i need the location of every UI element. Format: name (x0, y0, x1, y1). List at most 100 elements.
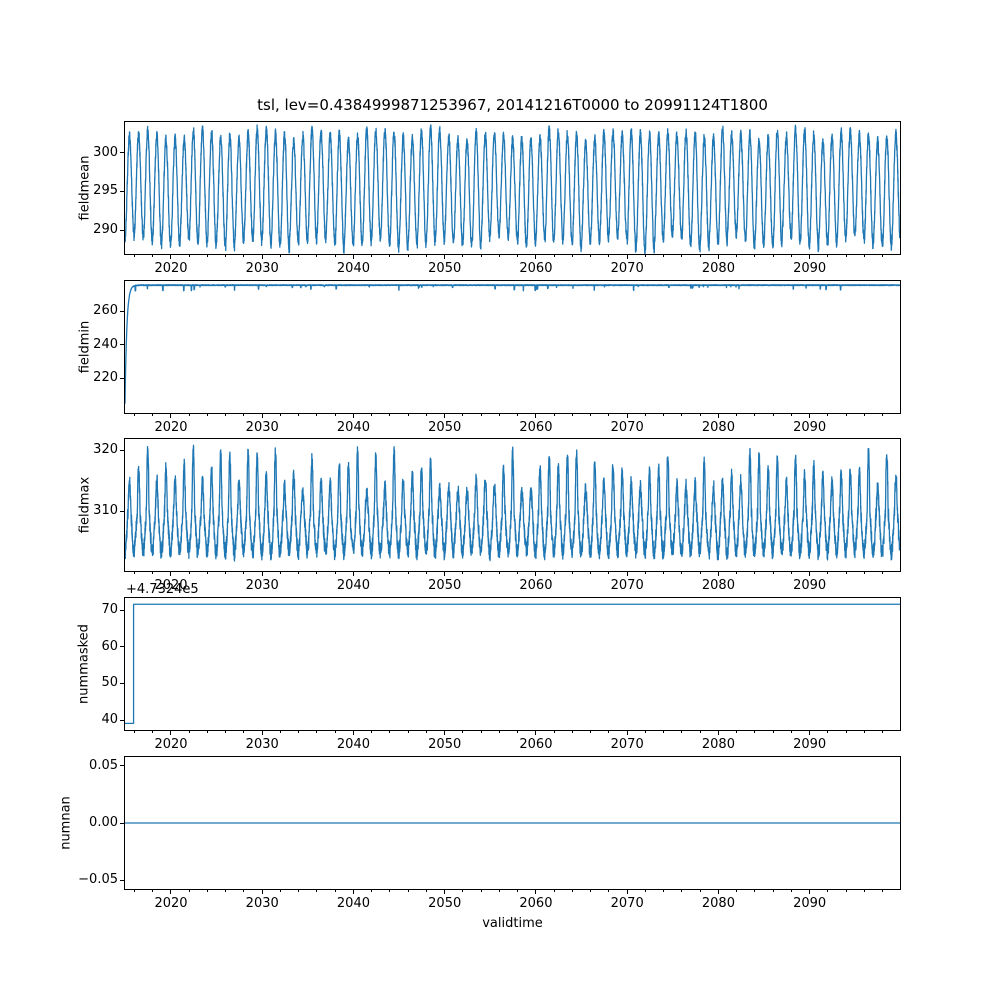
nummasked-xminortick (754, 731, 756, 733)
fieldmax-xminortick (827, 572, 829, 574)
fieldmean-xminortick (517, 255, 519, 257)
nummasked-xminortick (644, 731, 646, 733)
fieldmax-xtick-label: 2060 (519, 578, 553, 593)
numnan-xtick (626, 890, 628, 894)
fieldmean-xminortick (243, 255, 245, 257)
fieldmean-xminortick (790, 255, 792, 257)
fieldmin-xtick (717, 414, 719, 418)
numnan-ytick (120, 765, 124, 767)
fieldmean-xminortick (827, 255, 829, 257)
numnan-xtick-label: 2020 (154, 896, 188, 911)
fieldmin-xminortick (425, 414, 427, 416)
numnan-xminortick (754, 890, 756, 892)
fieldmax-xtick (535, 572, 537, 576)
nummasked-ytick-label: 60 (101, 638, 118, 654)
nummasked-xminortick (480, 731, 482, 733)
nummasked-xminortick (590, 731, 592, 733)
nummasked-xminortick (371, 731, 373, 733)
numnan-xminortick (517, 890, 519, 892)
nummasked-xtick-label: 2020 (154, 737, 188, 752)
numnan-xminortick (736, 890, 738, 892)
fieldmax-xtick-label: 2070 (610, 578, 644, 593)
subplot-numnan (124, 756, 901, 890)
fieldmax-xminortick (389, 572, 391, 574)
numnan-xminortick (699, 890, 701, 892)
fieldmin-xtick (352, 414, 354, 418)
fieldmean-xtick (444, 255, 446, 259)
nummasked-xminortick (462, 731, 464, 733)
fieldmin-ytick-label: 260 (93, 303, 118, 319)
nummasked-axis-offset-text: +4.7324e5 (126, 582, 199, 597)
numnan-xminortick (425, 890, 427, 892)
fieldmax-xminortick (681, 572, 683, 574)
fieldmax-xminortick (206, 572, 208, 574)
fieldmean-xminortick (389, 255, 391, 257)
nummasked-xminortick (279, 731, 281, 733)
fieldmin-ytick (120, 377, 124, 379)
fieldmin-xminortick (790, 414, 792, 416)
fieldmax-xminortick (663, 572, 665, 574)
nummasked-xminortick (845, 731, 847, 733)
numnan-xminortick (371, 890, 373, 892)
nummasked-xminortick (827, 731, 829, 733)
fieldmean-ytick-label: 300 (93, 144, 118, 160)
fieldmean-xtick-label: 2080 (701, 261, 735, 276)
fieldmean-xtick (535, 255, 537, 259)
subplot-fieldmean (124, 121, 901, 255)
fieldmean-xminortick (699, 255, 701, 257)
fieldmax-ytick-label: 310 (93, 503, 118, 519)
fieldmin-xtick (809, 414, 811, 418)
numnan-xminortick (133, 890, 135, 892)
nummasked-xminortick (681, 731, 683, 733)
nummasked-xtick (535, 731, 537, 735)
numnan-xminortick (644, 890, 646, 892)
fieldmin-xtick-label: 2080 (701, 420, 735, 435)
fieldmean-xtick (170, 255, 172, 259)
fieldmin-ytick-label: 220 (93, 370, 118, 386)
fieldmean-xminortick (863, 255, 865, 257)
nummasked-ytick-label: 50 (101, 675, 118, 691)
fieldmax-xminortick (644, 572, 646, 574)
fieldmax-canvas (125, 439, 900, 571)
fieldmin-xminortick (462, 414, 464, 416)
fieldmean-xtick (352, 255, 354, 259)
fieldmean-xminortick (133, 255, 135, 257)
fieldmax-xminortick (498, 572, 500, 574)
fieldmax-xtick-label: 2050 (428, 578, 462, 593)
fieldmean-xminortick (152, 255, 154, 257)
fieldmax-xtick-label: 2090 (793, 578, 827, 593)
fieldmax-xtick (261, 572, 263, 576)
fieldmean-xtick (261, 255, 263, 259)
fieldmean-xtick-label: 2030 (245, 261, 279, 276)
fieldmax-xminortick (152, 572, 154, 574)
fieldmin-xtick-label: 2050 (428, 420, 462, 435)
nummasked-xminortick (334, 731, 336, 733)
fieldmax-xminortick (334, 572, 336, 574)
fieldmean-xminortick (882, 255, 884, 257)
fieldmean-xminortick (772, 255, 774, 257)
nummasked-xtick-label: 2050 (428, 737, 462, 752)
fieldmax-xtick-label: 2080 (701, 578, 735, 593)
fieldmin-canvas (125, 281, 900, 413)
fieldmin-xminortick (279, 414, 281, 416)
numnan-xminortick (608, 890, 610, 892)
fieldmax-xminortick (462, 572, 464, 574)
fieldmax-xminortick (590, 572, 592, 574)
numnan-ytick (120, 879, 124, 881)
fieldmax-xminortick (736, 572, 738, 574)
subplot-fieldmin (124, 280, 901, 414)
fieldmax-xminortick (772, 572, 774, 574)
fieldmean-xminortick (206, 255, 208, 257)
fieldmin-xminortick (407, 414, 409, 416)
fieldmin-xtick-label: 2030 (245, 420, 279, 435)
subplot-nummasked (124, 597, 901, 731)
fieldmax-xminortick (571, 572, 573, 574)
nummasked-xtick (444, 731, 446, 735)
nummasked-ytick-label: 70 (101, 602, 118, 618)
numnan-xminortick (462, 890, 464, 892)
nummasked-xminortick (389, 731, 391, 733)
fieldmax-ytick (120, 510, 124, 512)
fieldmean-xminortick (425, 255, 427, 257)
nummasked-xtick-label: 2060 (519, 737, 553, 752)
